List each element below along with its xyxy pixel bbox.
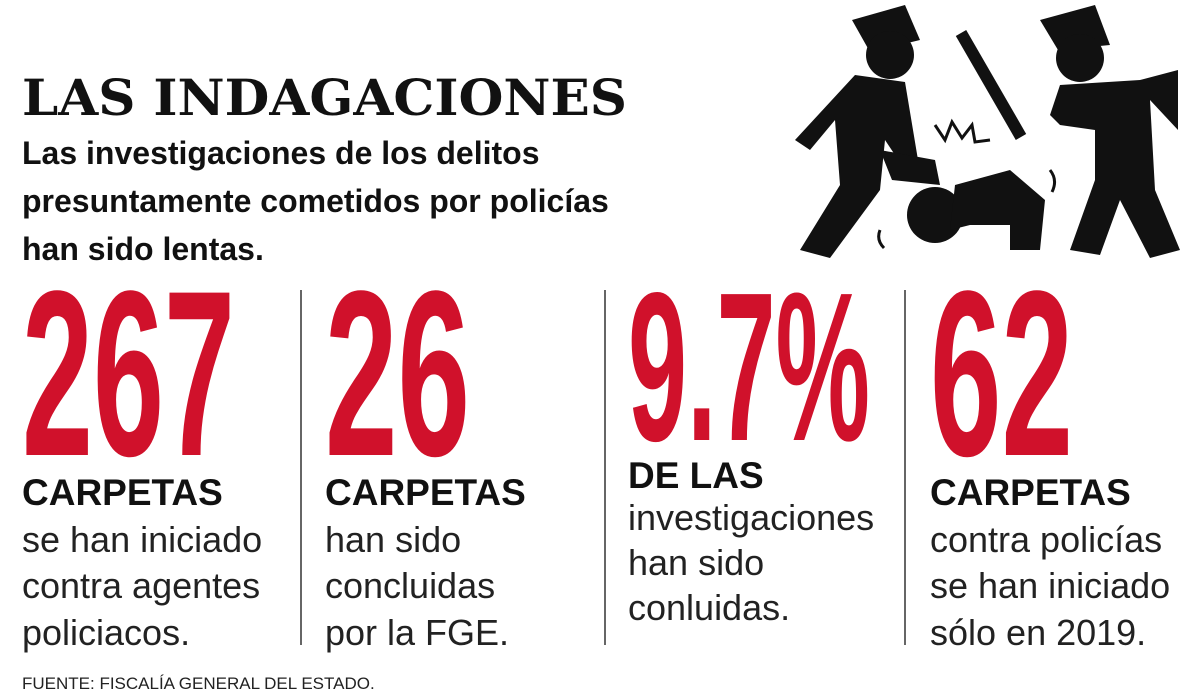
stat-heading: CARPETAS [22, 472, 223, 513]
stat-number: 9.7% [628, 248, 870, 485]
stat-text: contra policías [930, 519, 1162, 560]
stat-text: por la FGE. [325, 612, 509, 653]
police-illustration [795, 5, 1180, 258]
stat-text: sólo en 2019. [930, 612, 1146, 653]
stat-heading: CARPETAS [325, 472, 526, 513]
stat-heading: DE LAS [628, 455, 764, 496]
subtitle-line: Las investigaciones de los delitos [22, 135, 540, 171]
stat-text: se han iniciado [22, 519, 262, 560]
stat-text: policiacos. [22, 612, 190, 653]
stat-number: 26 [325, 242, 470, 506]
subtitle-line: han sido lentas. [22, 231, 264, 267]
stat-heading: CARPETAS [930, 472, 1131, 513]
stat-number: 267 [22, 242, 235, 506]
stat-number: 62 [930, 242, 1073, 506]
stat-text: se han iniciado [930, 565, 1170, 606]
stat-text: conluidas. [628, 587, 790, 628]
subtitle-line: presuntamente cometidos por policías [22, 183, 609, 219]
stat-text: concluidas [325, 565, 495, 606]
source: FUENTE: FISCALÍA GENERAL DEL ESTADO. [22, 674, 375, 693]
stat-text: han sido [628, 542, 764, 583]
stat-text: investigaciones [628, 497, 874, 538]
title: LAS INDAGACIONES [22, 68, 627, 127]
stat-text: contra agentes [22, 565, 260, 606]
stat-text: han sido [325, 519, 461, 560]
